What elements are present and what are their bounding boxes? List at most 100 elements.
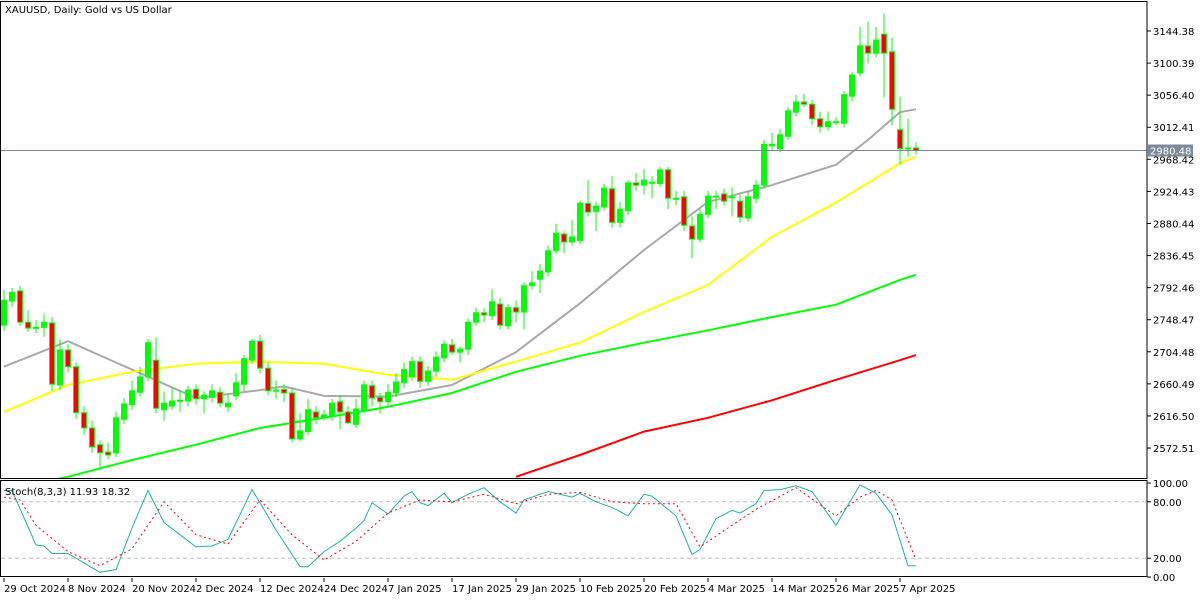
- y-tick-label: 2572.51: [1153, 444, 1194, 455]
- y-tick-label: 2924.43: [1153, 187, 1194, 198]
- y-tick-label: 2880.44: [1153, 219, 1194, 230]
- y-tick-label: 3100.39: [1153, 59, 1194, 70]
- candle: [281, 384, 287, 402]
- candle-body: [849, 74, 855, 97]
- candle-body: [793, 101, 799, 113]
- candle: [25, 309, 31, 332]
- candle-body: [841, 94, 847, 124]
- candle: [177, 390, 183, 412]
- candle: [513, 300, 519, 323]
- candle-body: [281, 388, 287, 394]
- candle: [73, 362, 79, 420]
- x-tick-label: 20 Feb 2025: [644, 584, 706, 595]
- stochastic-signal-line: [3, 487, 917, 567]
- candle: [561, 231, 567, 253]
- candle: [329, 398, 335, 421]
- candle-body: [641, 179, 647, 186]
- candle: [841, 91, 847, 128]
- candle-body: [425, 370, 431, 382]
- candle-body: [737, 200, 743, 218]
- y-tick-label: 2792.46: [1153, 284, 1194, 295]
- candle-body: [857, 45, 863, 74]
- candle: [753, 180, 759, 204]
- candle-body: [729, 196, 735, 199]
- candle: [729, 187, 735, 217]
- stochastic-main-line: [4, 484, 917, 573]
- candle: [201, 391, 207, 414]
- candle: [569, 220, 575, 246]
- candle: [825, 111, 831, 131]
- candle: [265, 362, 271, 396]
- candle-body: [617, 208, 623, 223]
- candle: [641, 169, 647, 195]
- candle: [601, 183, 607, 211]
- candle: [833, 117, 839, 126]
- candle-body: [881, 33, 887, 54]
- y-tick-label: 2704.48: [1153, 348, 1194, 359]
- candle-body: [873, 39, 879, 54]
- candle-body: [569, 236, 575, 243]
- candle-body: [697, 213, 703, 240]
- candle: [49, 317, 55, 391]
- candle-body: [657, 169, 663, 185]
- x-tick-label: 26 Mar 2025: [836, 584, 899, 595]
- y-tick-label: 2968.42: [1153, 155, 1194, 166]
- candle: [393, 373, 399, 398]
- candle: [449, 339, 455, 356]
- candle-body: [409, 361, 415, 378]
- candle: [793, 94, 799, 117]
- candle-body: [545, 250, 551, 273]
- x-tick-label: 4 Mar 2025: [708, 584, 765, 595]
- candle-body: [561, 233, 567, 243]
- candle-body: [369, 385, 375, 399]
- candle-body: [777, 134, 783, 150]
- candle-body: [105, 451, 111, 456]
- candle-body: [177, 399, 183, 402]
- candle-body: [145, 342, 151, 378]
- candle: [401, 362, 407, 388]
- x-tick-label: 17 Jan 2025: [452, 584, 512, 595]
- y-tick-label: 3012.41: [1153, 123, 1194, 134]
- candle: [17, 285, 23, 326]
- candle: [457, 346, 463, 363]
- moving-average-line-2: [3, 155, 917, 413]
- price-panel[interactable]: [1, 13, 1147, 479]
- candle-body: [889, 51, 895, 110]
- candle-body: [761, 143, 767, 186]
- candle: [361, 380, 367, 414]
- candle-body: [209, 390, 215, 398]
- stochastic-y-tick-label: 100.00: [1153, 479, 1188, 490]
- candle: [153, 337, 159, 414]
- candle-body: [801, 101, 807, 105]
- candle: [233, 373, 239, 401]
- candle-body: [201, 394, 207, 400]
- candle: [409, 356, 415, 381]
- candle: [817, 111, 823, 133]
- candle-body: [297, 430, 303, 440]
- candle-body: [769, 143, 775, 147]
- candle: [705, 190, 711, 218]
- candle-body: [753, 184, 759, 199]
- y-tick-label: 2836.45: [1153, 252, 1194, 263]
- candle-body: [505, 307, 511, 327]
- candle: [617, 201, 623, 228]
- current-price-label: 2980.48: [1150, 147, 1191, 158]
- candle: [849, 72, 855, 102]
- candle: [529, 271, 535, 290]
- stochastic-panel[interactable]: [1, 484, 1147, 573]
- candle-body: [273, 389, 279, 392]
- candle: [377, 392, 383, 414]
- candle-body: [337, 401, 343, 413]
- candle: [353, 398, 359, 428]
- candle-body: [489, 301, 495, 317]
- candle-body: [673, 197, 679, 200]
- candle: [385, 384, 391, 407]
- price-panel-frame: [0, 1, 1148, 479]
- stochastic-panel-frame: [0, 480, 1148, 577]
- candle: [697, 209, 703, 243]
- candle-body: [289, 392, 295, 440]
- candle: [633, 172, 639, 191]
- candle: [345, 406, 351, 425]
- candle: [537, 263, 543, 294]
